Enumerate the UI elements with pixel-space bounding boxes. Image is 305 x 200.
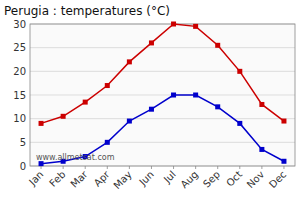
x-tick xyxy=(173,166,174,169)
point-marker xyxy=(193,93,198,98)
chart-title: Perugia : temperatures (°C) xyxy=(4,4,170,18)
grid-line xyxy=(30,71,295,72)
y-tick-label: 10 xyxy=(13,113,26,124)
point-marker xyxy=(193,24,198,29)
point-marker xyxy=(149,107,154,112)
point-marker xyxy=(281,119,286,124)
grid-line xyxy=(30,118,295,119)
x-tick-label: Jun xyxy=(136,169,156,189)
chart-svg: 0 5 10 15 20 25 30 JanFebMarAprMayJun JulAugSepO… xyxy=(0,0,305,200)
series-line xyxy=(41,24,284,123)
point-marker xyxy=(61,114,66,119)
x-tick xyxy=(107,166,108,169)
x-tick xyxy=(41,166,42,169)
x-tick xyxy=(63,166,64,169)
y-tick-label: 30 xyxy=(13,19,26,30)
y-tick-label: 15 xyxy=(13,90,26,101)
x-tick-label: May xyxy=(111,169,133,191)
x-tick-label: Aug xyxy=(178,169,200,191)
series-group xyxy=(39,22,287,167)
x-tick-label: Sep xyxy=(201,169,222,190)
point-marker xyxy=(259,147,264,152)
y-tick-label: 20 xyxy=(13,66,26,77)
point-marker xyxy=(105,140,110,145)
x-tick xyxy=(261,166,262,169)
x-tick xyxy=(85,166,86,169)
plot-area xyxy=(30,24,295,166)
y-tick-label: 25 xyxy=(13,42,26,53)
point-marker xyxy=(281,159,286,164)
y-tick-label: 0 xyxy=(20,161,26,172)
point-marker xyxy=(259,102,264,107)
x-tick xyxy=(151,166,152,169)
point-marker xyxy=(237,69,242,74)
x-tick-label: Jan xyxy=(26,169,45,188)
y-tick-label: 5 xyxy=(20,137,26,148)
x-tick xyxy=(129,166,130,169)
x-tick xyxy=(239,166,240,169)
x-tick-label: Jul xyxy=(161,169,178,186)
point-marker xyxy=(149,40,154,45)
x-tick xyxy=(217,166,218,169)
point-marker xyxy=(215,43,220,48)
x-tick-label: Mar xyxy=(68,168,90,190)
point-marker xyxy=(171,22,176,27)
x-tick-label: Nov xyxy=(245,169,267,191)
point-marker xyxy=(127,59,132,64)
annotation: www.allmetsat.com xyxy=(36,153,115,162)
point-marker xyxy=(105,83,110,88)
x-tick-label: Apr xyxy=(92,168,113,189)
point-marker xyxy=(39,121,44,126)
chart-container: 0 5 10 15 20 25 30 JanFebMarAprMayJun JulAugSepO… xyxy=(0,0,305,200)
plot-frame xyxy=(30,24,295,166)
point-marker xyxy=(237,121,242,126)
x-tick-label: Feb xyxy=(47,169,67,189)
grid-line xyxy=(30,47,295,48)
point-marker xyxy=(83,100,88,105)
point-marker xyxy=(171,93,176,98)
x-tick xyxy=(195,166,196,169)
x-tick-label: Oct xyxy=(224,169,244,189)
point-marker xyxy=(215,104,220,109)
x-tick-label: Dec xyxy=(267,169,288,190)
x-tick xyxy=(283,166,284,169)
point-marker xyxy=(127,119,132,124)
